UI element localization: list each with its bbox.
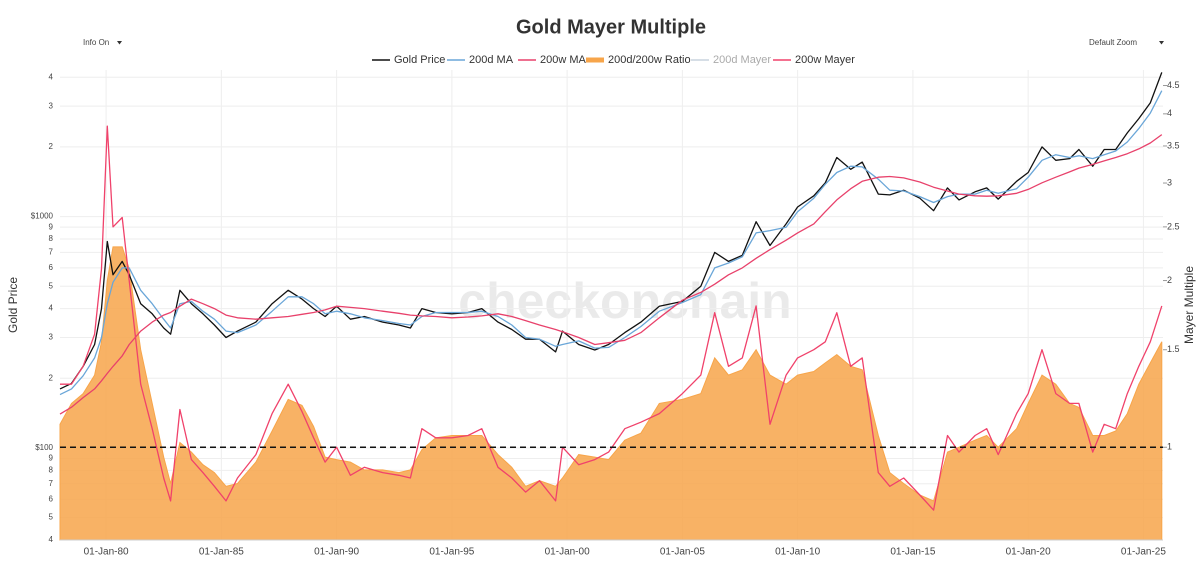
- legend-item[interactable]: 200d MA: [447, 54, 514, 66]
- y-tick-label: 5: [49, 513, 54, 522]
- y-tick-label: 4: [49, 535, 54, 544]
- y-tick-label: 6: [49, 494, 54, 503]
- legend-label: Gold Price: [394, 54, 445, 66]
- y2-tick-label: 4.5: [1167, 80, 1180, 90]
- zoom-label[interactable]: Default Zoom: [1089, 38, 1137, 47]
- zoom-select[interactable]: Default Zoom: [1089, 38, 1164, 47]
- legend-item[interactable]: 200w MA: [518, 54, 587, 66]
- y-tick-label: 9: [49, 222, 54, 231]
- x-tick-label: 01-Jan-05: [660, 547, 705, 558]
- legend-item[interactable]: Gold Price: [372, 54, 445, 66]
- y2-tick-label: 2.5: [1167, 221, 1180, 231]
- y2-tick-label: 3.5: [1167, 140, 1180, 150]
- x-tick-label: 01-Jan-15: [890, 547, 935, 558]
- x-tick-label: 01-Jan-80: [84, 547, 129, 558]
- info-toggle[interactable]: Info On: [83, 38, 122, 47]
- legend-item[interactable]: 200d Mayer: [691, 54, 771, 66]
- x-tick-label: 01-Jan-25: [1121, 547, 1166, 558]
- legend-label: 200d Mayer: [713, 54, 771, 66]
- info-label[interactable]: Info On: [83, 38, 109, 47]
- legend-label: 200d/200w Ratio: [608, 54, 691, 66]
- series-line: [59, 134, 1163, 415]
- y2-tick-label: 1: [1167, 442, 1172, 452]
- x-tick-label: 01-Jan-90: [314, 547, 359, 558]
- y-tick-label: 3: [49, 333, 54, 342]
- dropdown-arrow[interactable]: [117, 41, 122, 45]
- x-tick-label: 01-Jan-20: [1006, 547, 1051, 558]
- y-tick-label: 3: [49, 101, 54, 110]
- legend-item[interactable]: 200w Mayer: [773, 54, 855, 66]
- x-tick-label: 01-Jan-00: [545, 547, 590, 558]
- y-tick-label: $1000: [31, 212, 54, 221]
- y2-tick-label: 2: [1167, 275, 1172, 285]
- y2-tick-label: 1.5: [1167, 344, 1180, 354]
- y-tick-label: $100: [35, 443, 53, 452]
- x-tick-label: 01-Jan-10: [775, 547, 820, 558]
- series-line: [60, 125, 1163, 511]
- y2-axis-label: Mayer Multiple: [1182, 266, 1196, 344]
- y-axis-label: Gold Price: [6, 277, 20, 333]
- legend-label: 200d MA: [469, 54, 514, 66]
- x-tick-label: 01-Jan-95: [429, 547, 474, 558]
- y-tick-label: 8: [49, 234, 54, 243]
- series-line: [59, 72, 1163, 390]
- ratio-area: [59, 246, 1163, 541]
- y-tick-label: 7: [49, 248, 54, 257]
- y-tick-label: 4: [49, 304, 54, 313]
- y-tick-label: 5: [49, 281, 54, 290]
- legend: 200d/200w Ratio Gold Price 200d MA 200w MA 2…: [372, 54, 855, 66]
- y-tick-label: 8: [49, 465, 54, 474]
- chart-title: Gold Mayer Multiple: [516, 16, 706, 38]
- x-tick-label: 01-Jan-85: [199, 547, 244, 558]
- y-tick-label: 2: [49, 142, 54, 151]
- series-line: [59, 90, 1163, 396]
- y-tick-label: 6: [49, 263, 54, 272]
- legend-label: 200w MA: [540, 54, 587, 66]
- y2-tick-label: 4: [1167, 108, 1172, 118]
- y2-tick-label: 3: [1167, 177, 1172, 187]
- y-tick-label: 4: [49, 72, 54, 81]
- y-tick-label: 2: [49, 373, 54, 382]
- dropdown-arrow[interactable]: [1159, 41, 1164, 45]
- y-tick-label: 7: [49, 479, 54, 488]
- legend-label: 200w Mayer: [795, 54, 855, 66]
- y-tick-label: 9: [49, 454, 54, 463]
- watermark: checkonchain: [458, 273, 791, 329]
- legend-item[interactable]: 200d/200w Ratio: [586, 54, 691, 66]
